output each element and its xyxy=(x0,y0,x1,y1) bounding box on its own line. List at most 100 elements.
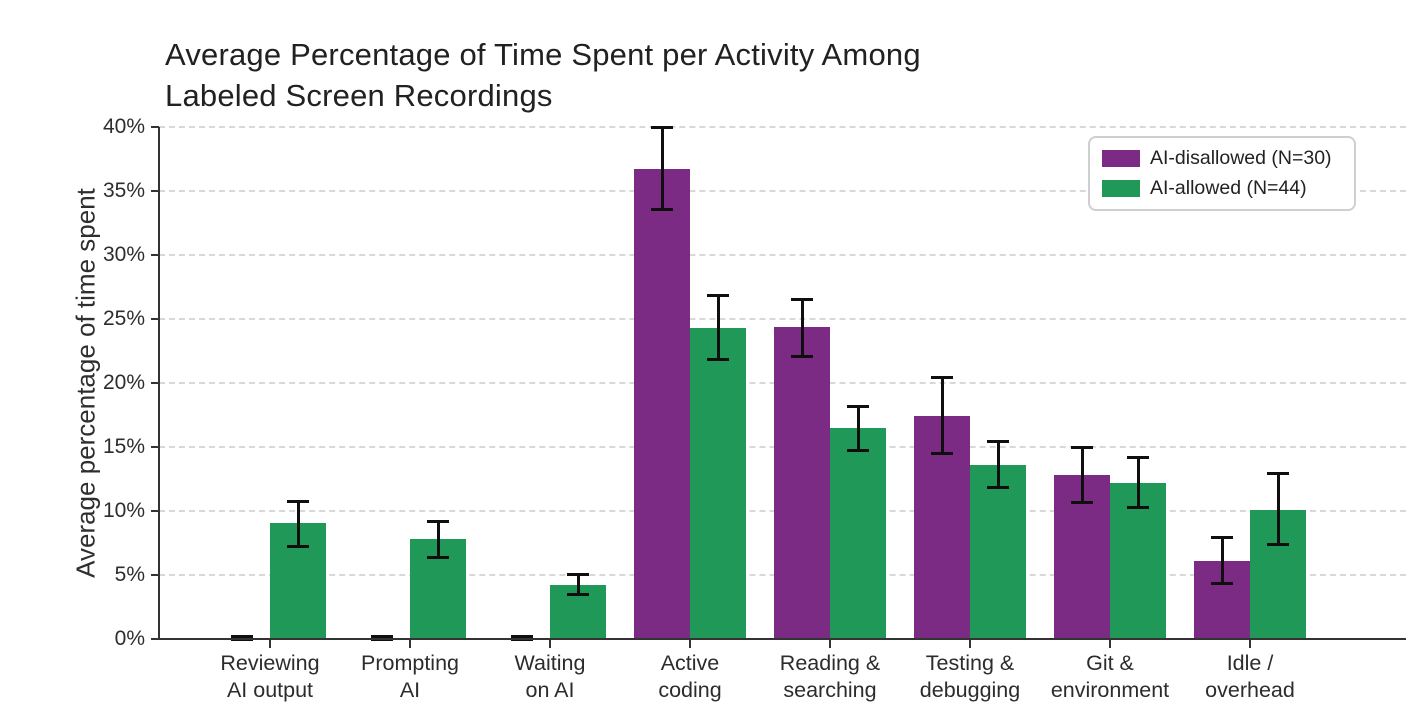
x-tick-3 xyxy=(689,640,691,648)
legend-entry-ai-allowed: AI-allowed (N=44) xyxy=(1102,177,1342,200)
x-tick-1 xyxy=(409,640,411,648)
x-label-line: Git & xyxy=(1086,651,1134,675)
x-tick-5 xyxy=(969,640,971,648)
error-bar-cap-bottom xyxy=(847,448,869,452)
y-tick-0 xyxy=(151,638,159,640)
x-label-4: Reading & searching xyxy=(750,650,910,704)
x-tick-7 xyxy=(1249,640,1251,648)
y-tick-10 xyxy=(151,510,159,512)
error-bar-cap-top xyxy=(987,439,1009,443)
x-label-line: environment xyxy=(1050,678,1170,702)
error-bar-line xyxy=(940,376,944,454)
error-bar-line xyxy=(436,521,440,558)
x-label-line: Reviewing xyxy=(220,651,320,675)
y-tick-15 xyxy=(151,446,159,448)
error-bar-cap-bottom xyxy=(1071,501,1093,505)
x-label-line: Prompting xyxy=(361,651,459,675)
bar-allowed-4 xyxy=(830,427,886,639)
y-tick-25 xyxy=(151,318,159,320)
error-bar-cap-top xyxy=(847,405,869,409)
x-label-line: Idle / xyxy=(1226,651,1274,675)
y-tick-label-20: 20% xyxy=(102,371,145,394)
y-tick-label-15: 15% xyxy=(102,435,145,458)
error-bar-cap-bottom xyxy=(1211,581,1233,585)
error-bar-line xyxy=(660,127,664,209)
error-bar-cap-bottom xyxy=(791,355,813,359)
error-bar-cap-bottom xyxy=(651,207,673,211)
error-bar-line xyxy=(716,294,720,359)
y-tick-label-5: 5% xyxy=(114,563,145,586)
error-bar-cap-top xyxy=(1267,471,1289,475)
error-bar-line xyxy=(1276,472,1280,545)
x-label-line: Reading & xyxy=(779,651,881,675)
y-tick-label-30: 30% xyxy=(102,243,145,266)
y-tick-label-10: 10% xyxy=(102,499,145,522)
error-bar-cap-bottom xyxy=(1127,506,1149,510)
y-tick-40 xyxy=(151,126,159,128)
chart-title-line1: Average Percentage of Time Spent per Act… xyxy=(165,37,921,72)
x-tick-0 xyxy=(269,640,271,648)
bar-disallowed-3 xyxy=(634,169,690,639)
error-bar-line xyxy=(800,298,804,357)
x-label-line: coding xyxy=(658,678,722,702)
x-label-line: on AI xyxy=(525,678,575,702)
x-label-7: Idle / overhead xyxy=(1170,650,1330,704)
legend-swatch-green xyxy=(1102,180,1140,197)
error-bar-cap-top xyxy=(1127,456,1149,460)
x-label-line: Testing & xyxy=(925,651,1015,675)
legend: AI-disallowed (N=30) AI-allowed (N=44) xyxy=(1088,136,1356,211)
y-tick-label-35: 35% xyxy=(102,179,145,202)
y-tick-5 xyxy=(151,574,159,576)
x-label-3: Active coding xyxy=(610,650,770,704)
x-label-line: Waiting xyxy=(514,651,586,675)
error-bar-cap-top xyxy=(651,126,673,129)
y-tick-label-25: 25% xyxy=(102,307,145,330)
error-bar-cap-bottom xyxy=(987,485,1009,489)
x-label-2: Waiting on AI xyxy=(470,650,630,704)
error-bar-cap-bottom xyxy=(567,593,589,597)
x-label-line: overhead xyxy=(1205,678,1295,702)
x-label-line: searching xyxy=(783,678,877,702)
error-bar-cap-top xyxy=(1211,535,1233,539)
error-bar-line xyxy=(1220,536,1224,583)
x-tick-4 xyxy=(829,640,831,648)
legend-label-ai-allowed: AI-allowed (N=44) xyxy=(1150,177,1307,199)
error-bar-cap-bottom xyxy=(931,452,953,456)
error-bar-cap-top xyxy=(931,375,953,379)
gridline-30 xyxy=(159,254,1406,256)
chart-title: Average Percentage of Time Spent per Act… xyxy=(165,34,921,116)
error-bar-line xyxy=(296,500,300,546)
y-tick-label-40: 40% xyxy=(102,115,145,138)
x-label-line: AI output xyxy=(226,678,314,702)
error-bar-line xyxy=(996,440,1000,487)
x-axis-line xyxy=(159,638,1406,640)
error-bar-cap-top xyxy=(707,293,729,297)
legend-entry-ai-disallowed: AI-disallowed (N=30) xyxy=(1102,147,1342,170)
error-bar-line xyxy=(1080,447,1084,503)
x-label-1: Prompting AI xyxy=(330,650,490,704)
x-label-line: AI xyxy=(399,678,421,702)
gridline-25 xyxy=(159,318,1406,320)
error-bar-cap-bottom xyxy=(1267,543,1289,547)
y-tick-label-0: 0% xyxy=(114,627,145,650)
error-bar-cap-bottom xyxy=(427,556,449,560)
chart-title-line2: Labeled Screen Recordings xyxy=(165,78,553,113)
error-bar-cap-top xyxy=(511,635,533,639)
legend-label-ai-disallowed: AI-disallowed (N=30) xyxy=(1150,147,1332,169)
error-bar-cap-top xyxy=(791,297,813,301)
x-label-6: Git & environment xyxy=(1030,650,1190,704)
error-bar-cap-bottom xyxy=(287,544,309,548)
error-bar-cap-top xyxy=(287,499,309,503)
error-bar-cap-top xyxy=(1071,446,1093,449)
x-label-5: Testing & debugging xyxy=(890,650,1050,704)
error-bar-line xyxy=(1136,457,1140,508)
error-bar-line xyxy=(856,406,860,450)
error-bar-cap-top xyxy=(231,635,253,639)
bar-allowed-3 xyxy=(690,327,746,639)
bar-disallowed-4 xyxy=(774,326,830,639)
error-bar-cap-top xyxy=(371,635,393,639)
gridline-35 xyxy=(159,190,1406,192)
error-bar-cap-bottom xyxy=(707,357,729,361)
x-label-line: Active xyxy=(660,651,720,675)
